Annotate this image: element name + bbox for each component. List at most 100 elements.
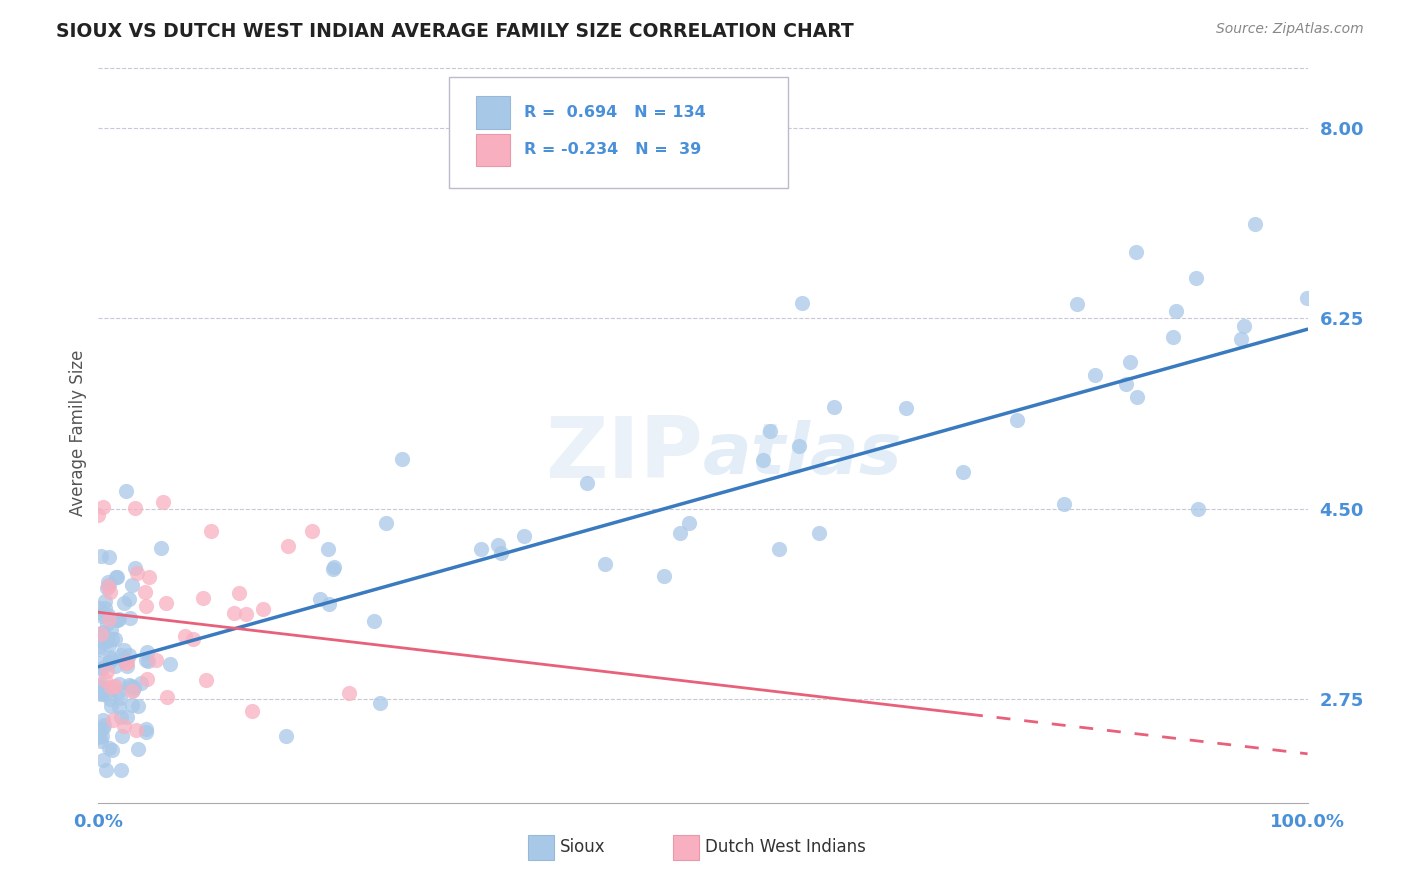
Point [127,698,149,713]
Point [104,632,127,647]
Point [89,680,111,694]
Point [89,731,111,745]
Point [110,690,132,705]
Point [98,691,121,706]
Point [159,657,181,672]
Point [104,659,127,673]
Point [1066,297,1088,311]
Point [1243,217,1265,231]
Point [489,546,512,560]
Point [90,609,112,624]
Point [1233,318,1256,333]
Point [200,524,222,538]
Point [118,592,141,607]
Point [96,633,118,648]
Point [758,424,780,438]
Point [1230,332,1253,346]
Point [91,624,114,639]
Point [1295,291,1317,305]
Point [90,662,112,676]
Point [98,740,121,755]
Point [301,524,323,539]
Point [309,592,332,607]
Point [174,629,197,643]
Point [135,722,157,736]
Point [669,525,692,540]
Point [97,612,120,626]
Point [124,723,146,737]
Text: Sioux: Sioux [561,838,606,856]
Point [107,699,129,714]
Point [274,729,297,743]
Point [91,721,114,735]
Point [787,439,810,453]
Point [121,578,143,592]
Point [97,608,120,623]
Text: Dutch West Indians: Dutch West Indians [706,838,866,856]
Point [100,680,122,694]
Point [135,672,157,686]
Point [97,579,120,593]
Point [149,541,172,555]
Text: SIOUX VS DUTCH WEST INDIAN AVERAGE FAMILY SIZE CORRELATION CHART: SIOUX VS DUTCH WEST INDIAN AVERAGE FAMIL… [56,22,853,41]
Point [375,516,398,531]
Point [91,713,114,727]
Point [136,654,159,668]
Point [87,640,110,654]
Point [118,648,141,663]
Point [112,643,135,657]
Point [323,560,346,574]
Point [363,614,385,628]
Point [117,655,139,669]
Point [90,687,112,701]
Point [110,648,132,663]
Point [1164,304,1187,318]
Point [90,729,112,743]
Point [107,676,129,690]
Point [768,542,790,557]
Point [181,632,204,646]
Point [1084,368,1107,383]
Point [122,682,145,697]
Point [104,570,127,584]
FancyBboxPatch shape [527,835,554,860]
Point [94,601,117,615]
Point [115,709,138,723]
Point [1187,502,1209,516]
Point [100,651,122,665]
FancyBboxPatch shape [475,134,509,166]
Point [135,653,157,667]
Point [322,562,344,576]
Point [108,612,131,626]
Point [1126,390,1149,404]
Text: ZIP: ZIP [546,413,703,496]
Point [105,613,128,627]
Point [252,601,274,615]
Point [127,566,149,580]
Point [135,599,157,614]
Text: Source: ZipAtlas.com: Source: ZipAtlas.com [1216,22,1364,37]
Point [94,673,117,687]
Point [94,763,117,777]
Point [89,601,111,615]
Point [98,578,121,592]
Point [792,295,814,310]
Point [112,652,135,666]
Point [235,607,257,621]
Point [1118,355,1140,369]
Point [101,743,124,757]
Point [486,538,509,552]
Point [678,516,700,530]
Point [124,500,146,515]
Point [91,607,114,621]
Point [107,685,129,699]
Point [807,526,830,541]
Point [121,683,143,698]
Point [191,591,214,606]
Point [96,617,118,632]
Point [105,613,128,627]
Point [316,542,339,557]
Point [122,680,145,694]
Point [121,698,143,712]
Point [654,569,676,583]
